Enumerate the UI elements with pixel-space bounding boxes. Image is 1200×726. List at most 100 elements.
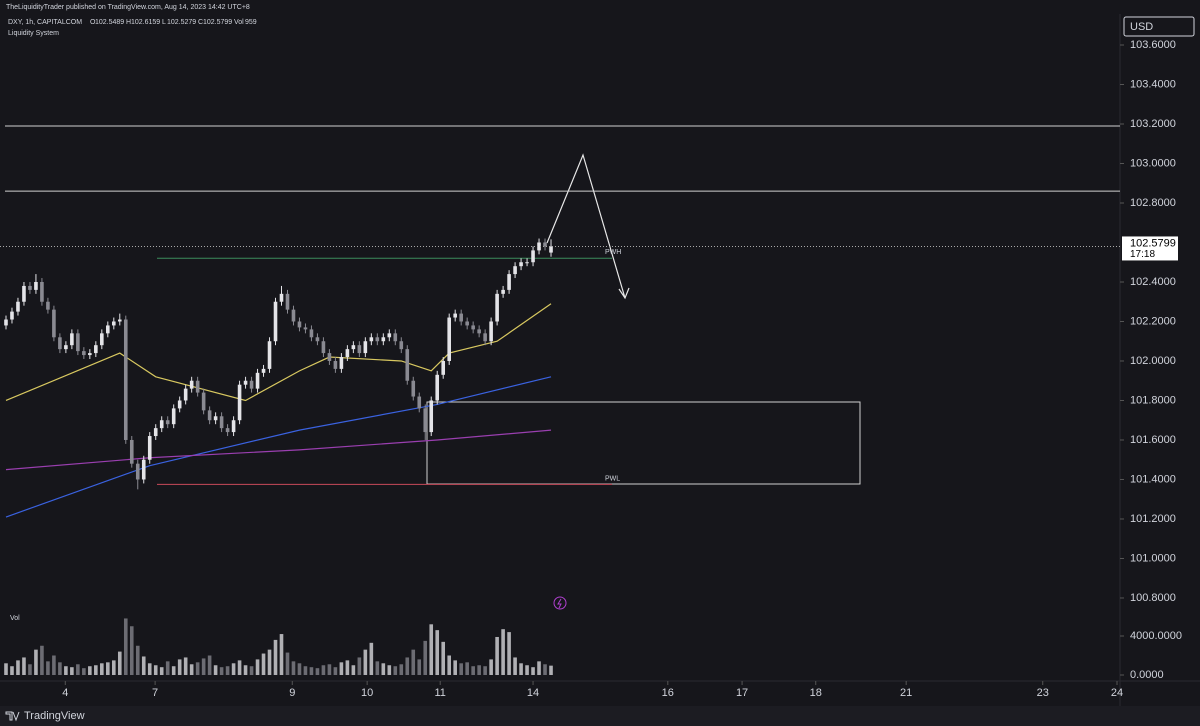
legend-key: O [90, 19, 96, 26]
legend-value: 102.5489 [95, 19, 124, 26]
volume-bar [465, 662, 469, 675]
zone-box [426, 401, 861, 485]
volume-bar [243, 665, 248, 675]
footer-bar [0, 706, 1200, 726]
candle-body [117, 319, 122, 322]
volume-bar [315, 668, 320, 675]
candle-body [495, 293, 499, 322]
volume-bar [507, 632, 511, 675]
candle-body [22, 285, 26, 302]
header: TheLiquidityTrader published on TradingV… [6, 4, 250, 11]
candle-body [34, 281, 38, 290]
candle-body [225, 428, 230, 433]
x-tick-label: 16 [662, 687, 674, 699]
x-tick-label: 9 [289, 687, 295, 699]
candle-body [16, 301, 20, 312]
moving-average [5, 376, 552, 518]
x-tick-label: 4 [62, 687, 68, 699]
candle-body [381, 337, 386, 342]
volume-bar [207, 655, 212, 675]
candle-body [94, 345, 98, 354]
volume-bar [285, 652, 290, 675]
volume-bar [405, 657, 410, 675]
candle-body [70, 333, 74, 346]
volume-bar [147, 663, 152, 675]
candle-body [333, 360, 338, 369]
y-tick-label: 101.6000 [1130, 434, 1176, 446]
y-tick-label: 102.2000 [1130, 315, 1176, 327]
candle-body [363, 341, 368, 354]
candle-body [537, 242, 541, 251]
volume-bar [46, 661, 50, 675]
candle-body [543, 242, 547, 247]
candle-body [393, 333, 398, 342]
volume-bar [345, 660, 350, 675]
candle-body [417, 396, 422, 409]
volume-bar [357, 657, 362, 675]
candle-body [285, 293, 290, 310]
candle-body [465, 321, 469, 326]
candle-body [483, 333, 487, 342]
candle-body [4, 319, 8, 326]
x-tick-label: 10 [361, 687, 373, 699]
legend-key: H [126, 19, 131, 26]
volume-bar [34, 649, 38, 675]
candle-body [303, 327, 308, 330]
candle-body [507, 274, 511, 290]
volume-bar [261, 653, 266, 675]
volume-bar [291, 661, 296, 675]
volume-bar [309, 667, 314, 675]
footer-logo: TradingView [24, 710, 85, 722]
candle-body [297, 321, 302, 328]
volume-bar [10, 666, 14, 675]
volume-bar [297, 663, 302, 675]
volume-bar [519, 663, 523, 675]
volume-bar [363, 649, 368, 675]
volume-bar [423, 640, 428, 675]
candle-body [459, 313, 463, 322]
candle-body [549, 246, 553, 253]
volume-bar [201, 658, 206, 675]
volume-bar [64, 666, 68, 675]
candle-body [267, 341, 272, 369]
countdown: 17:18 [1130, 249, 1155, 260]
candle-body [82, 351, 86, 356]
volume-bar [52, 655, 56, 675]
candle-body [159, 420, 164, 429]
candle-body [213, 416, 218, 421]
candle-body [147, 436, 152, 460]
candle-body [40, 281, 44, 302]
candle-body [321, 341, 326, 354]
legend-key: L [162, 19, 166, 26]
volume-bar [213, 665, 218, 675]
candle-body [477, 329, 481, 334]
x-tick-label: 7 [152, 687, 158, 699]
volume-bar [219, 667, 224, 675]
volume-bar [549, 665, 553, 675]
candle-body [369, 337, 374, 342]
currency: USD [1130, 21, 1153, 33]
candle-body [315, 337, 320, 342]
volume-bar [417, 659, 422, 675]
y-tick-label: 101.8000 [1130, 394, 1176, 406]
legend-value: 102.6159 [131, 19, 160, 26]
candle-body [129, 439, 134, 464]
x-tick-label: 24 [1111, 687, 1123, 699]
volume-bar [100, 663, 104, 675]
indicator: Liquidity System [8, 30, 59, 37]
candle-body [447, 317, 451, 361]
volume-tick-label: 0.0000 [1130, 669, 1164, 681]
volume-bar [393, 666, 398, 675]
volume-bar [279, 634, 284, 675]
candle-body [309, 329, 314, 338]
candle-body [351, 345, 356, 350]
candle-body [100, 333, 104, 346]
event-bolt [557, 598, 562, 609]
currency-box[interactable] [1123, 16, 1195, 37]
candle-body [261, 368, 266, 373]
candle-body [135, 463, 140, 480]
legend-key: Vol [234, 19, 244, 26]
volume-bar [159, 667, 164, 675]
candle-body [519, 262, 523, 267]
